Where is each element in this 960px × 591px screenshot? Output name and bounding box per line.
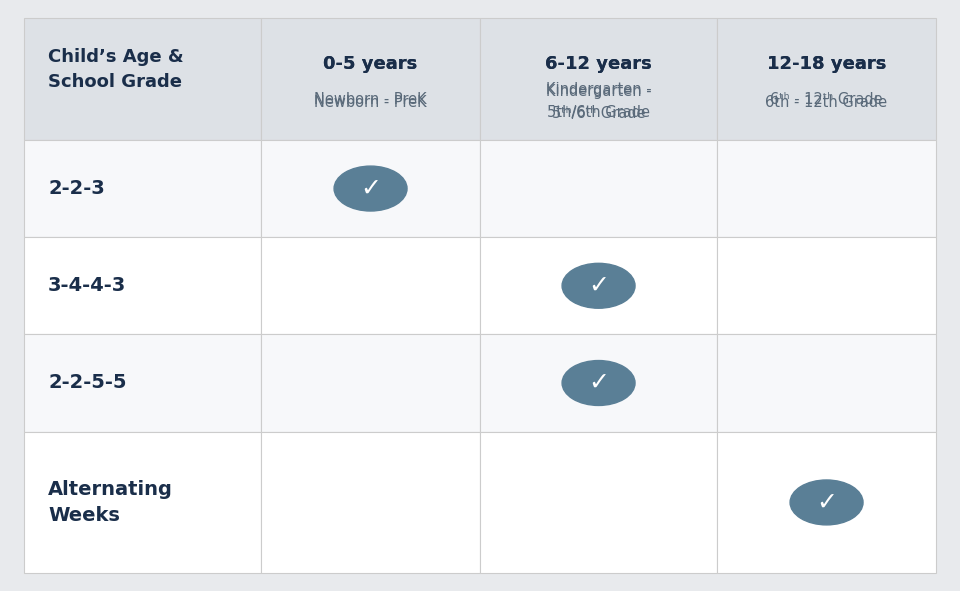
FancyBboxPatch shape [717, 335, 936, 431]
Text: 0-5 years: 0-5 years [324, 55, 418, 73]
FancyBboxPatch shape [480, 335, 717, 431]
FancyBboxPatch shape [480, 140, 717, 237]
FancyBboxPatch shape [480, 431, 717, 573]
FancyBboxPatch shape [480, 18, 717, 140]
FancyBboxPatch shape [717, 431, 936, 573]
Text: ✓: ✓ [816, 491, 837, 514]
FancyBboxPatch shape [261, 237, 480, 335]
Text: 2-2-5-5: 2-2-5-5 [48, 374, 127, 392]
Circle shape [790, 480, 863, 525]
Text: 3-4-4-3: 3-4-4-3 [48, 276, 127, 296]
FancyBboxPatch shape [24, 140, 261, 237]
Text: Kindergarten -
5th/6th Grade: Kindergarten - 5th/6th Grade [545, 85, 652, 121]
FancyBboxPatch shape [24, 431, 261, 573]
Text: Alternating
Weeks: Alternating Weeks [48, 480, 173, 525]
FancyBboxPatch shape [24, 18, 261, 140]
Text: ✓: ✓ [588, 371, 609, 395]
Text: 12-18 years: 12-18 years [767, 55, 886, 73]
FancyBboxPatch shape [261, 18, 480, 140]
Circle shape [562, 361, 636, 405]
FancyBboxPatch shape [717, 237, 936, 335]
Circle shape [334, 166, 407, 211]
FancyBboxPatch shape [717, 140, 936, 237]
Text: 2-2-3: 2-2-3 [48, 179, 105, 198]
Text: 6th - 12th Grade: 6th - 12th Grade [765, 95, 888, 110]
Text: 6-12 years: 6-12 years [545, 55, 652, 73]
Circle shape [562, 264, 636, 309]
Text: 5ᵗʰ/6ᵗʰ Grade: 5ᵗʰ/6ᵗʰ Grade [552, 106, 645, 121]
FancyBboxPatch shape [261, 431, 480, 573]
Text: Newborn - PreK: Newborn - PreK [314, 95, 427, 110]
Text: 6-12 years: 6-12 years [545, 55, 652, 73]
Text: ✓: ✓ [588, 274, 609, 298]
Text: ✓: ✓ [360, 177, 381, 200]
FancyBboxPatch shape [717, 18, 936, 140]
FancyBboxPatch shape [480, 237, 717, 335]
Text: 0-5 years: 0-5 years [324, 55, 418, 73]
FancyBboxPatch shape [261, 140, 480, 237]
Text: Kindergarten -: Kindergarten - [545, 82, 652, 97]
FancyBboxPatch shape [261, 335, 480, 431]
FancyBboxPatch shape [24, 237, 261, 335]
Text: Newborn - PreK: Newborn - PreK [314, 92, 427, 107]
FancyBboxPatch shape [24, 335, 261, 431]
Text: 12-18 years: 12-18 years [767, 55, 886, 73]
Text: 6ᵗʰ - 12ᵗʰ Grade: 6ᵗʰ - 12ᵗʰ Grade [770, 92, 883, 107]
Text: Child’s Age &
School Grade: Child’s Age & School Grade [48, 48, 183, 92]
